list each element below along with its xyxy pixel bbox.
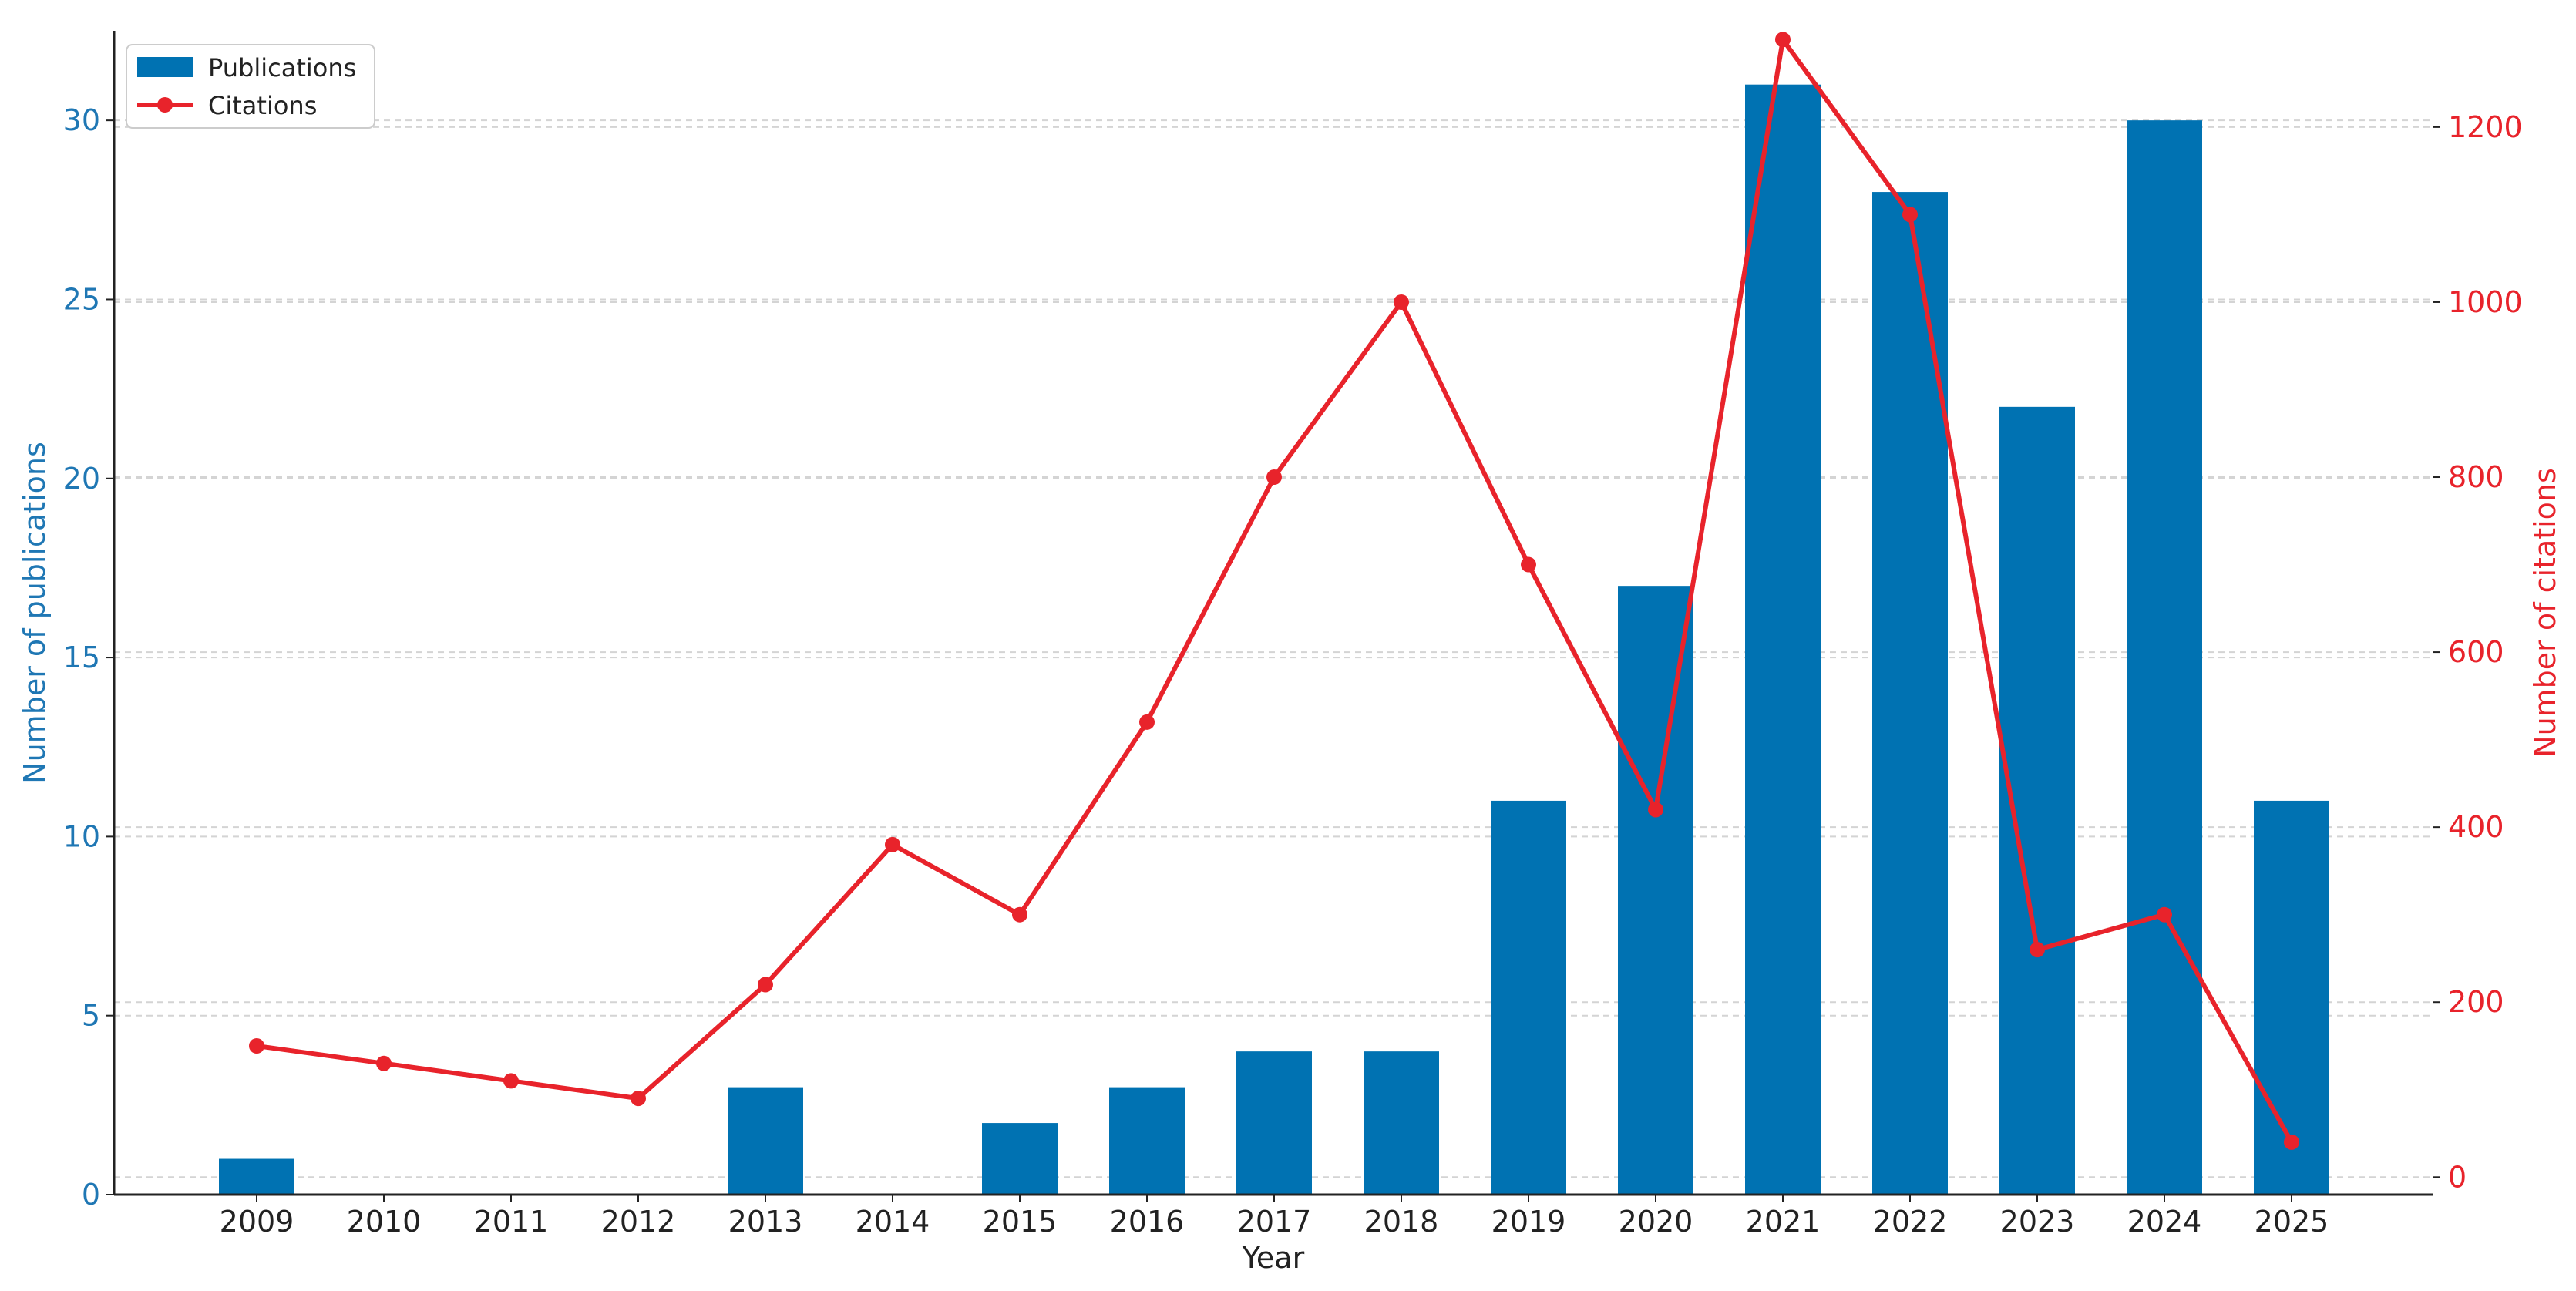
citation-point [631,1091,646,1107]
citation-point [249,1037,264,1054]
x-tick-label: 2014 [856,1205,930,1239]
citation-point [2284,1134,2299,1150]
publication-bar [1872,192,1948,1195]
publication-bar [1109,1087,1185,1195]
left-y-tick-label: 5 [82,999,100,1033]
x-tick-label: 2012 [601,1205,676,1239]
citation-point [2157,906,2172,923]
citation-point [1775,32,1791,48]
citation-point [1266,469,1282,486]
left-y-axis-title: Number of publications [18,442,52,784]
publication-bar [1364,1051,1439,1195]
x-tick-label: 2019 [1491,1205,1566,1239]
legend-citations-label: Citations [208,91,317,120]
left-y-tick-label: 20 [63,462,100,496]
x-tick-label: 2018 [1364,1205,1439,1239]
grid-lines [114,119,2433,1195]
x-tick-label: 2021 [1746,1205,1821,1239]
right-y-tick-label: 0 [2448,1160,2467,1194]
axes [106,31,2440,1202]
publication-bars [219,84,2329,1195]
publication-bar [1618,586,1693,1195]
right-y-tick-label: 1200 [2448,110,2523,144]
publication-bar [982,1123,1058,1195]
x-tick-label: 2010 [347,1205,422,1239]
publication-bar [2127,120,2202,1195]
citation-point [1394,294,1409,310]
legend-publications-swatch [137,57,193,77]
x-tick-label: 2009 [220,1205,294,1239]
right-y-tick-label: 800 [2448,460,2504,494]
x-tick-label: 2013 [728,1205,803,1239]
citation-line [249,32,2299,1150]
citation-point [1902,207,1918,223]
x-tick-label: 2022 [1873,1205,1948,1239]
citation-point [885,836,900,852]
citations-line [256,37,2294,1144]
right-y-axis-title: Number of citations [2528,468,2562,758]
citation-point [503,1073,519,1089]
x-tick-label: 2011 [474,1205,549,1239]
legend-citations-marker [157,97,173,113]
publication-bar [219,1158,294,1195]
left-y-tick-label: 25 [63,282,100,316]
x-tick-label: 2020 [1619,1205,1693,1239]
citation-point [758,977,773,993]
axis-labels: 2009 2010 2011 2012 2013 2014 2015 2016 2017 2018… [18,103,2562,1275]
citation-point [1012,906,1027,923]
right-y-tick-label: 600 [2448,635,2504,669]
x-tick-label: 2016 [1110,1205,1185,1239]
citation-point [1521,556,1536,573]
x-tick-label: 2017 [1237,1205,1312,1239]
citation-point [1648,802,1663,818]
citation-point [2030,942,2045,958]
citation-point [376,1055,392,1071]
left-y-tick-label: 0 [82,1178,100,1212]
left-y-tick-label: 15 [63,640,100,674]
x-tick-label: 2025 [2255,1205,2329,1239]
right-y-tick-label: 400 [2448,810,2504,844]
x-axis-title: Year [1242,1241,1305,1275]
publication-bar [2254,800,2329,1195]
publication-bar [1745,84,1821,1195]
x-tick-label: 2023 [2000,1205,2075,1239]
right-y-tick-label: 200 [2448,985,2504,1019]
legend: Publications Citations [126,44,375,129]
citation-point [1139,714,1155,730]
right-y-tick-label: 1000 [2448,285,2523,319]
publication-bar [1491,800,1566,1195]
publication-bar [1236,1051,1312,1195]
x-tick-label: 2024 [2127,1205,2202,1239]
x-tick-label: 2015 [983,1205,1058,1239]
publication-bar [728,1087,803,1195]
left-y-tick-label: 10 [63,819,100,853]
legend-publications-label: Publications [208,53,356,82]
left-y-tick-label: 30 [63,103,100,137]
